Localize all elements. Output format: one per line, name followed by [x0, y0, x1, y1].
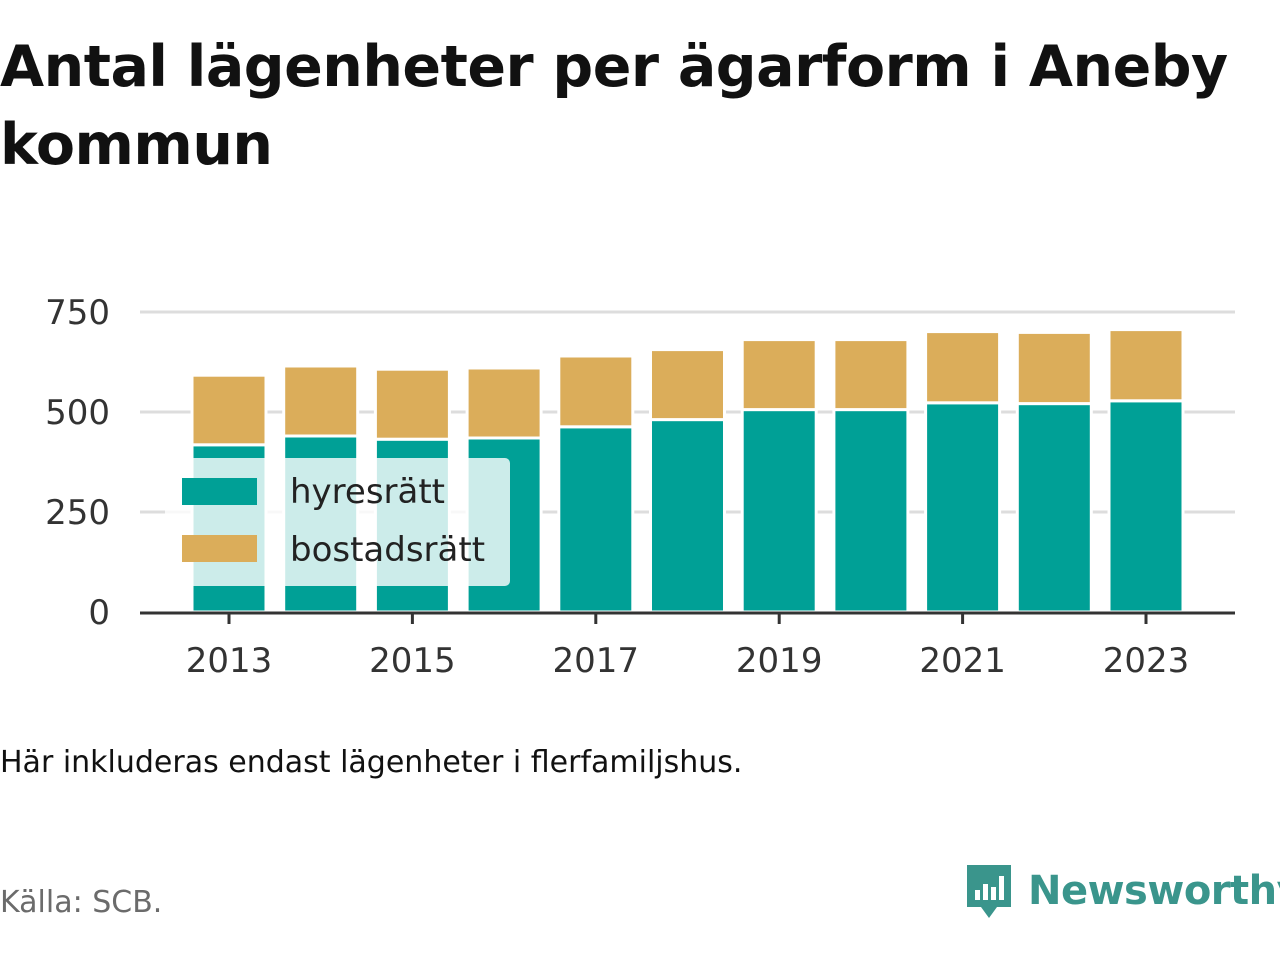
- chart-title: Antal lägenheter per ägarform i Aneby ko…: [0, 34, 1228, 178]
- legend-swatch-hyresratt: [182, 478, 257, 505]
- newsworthy-logo-icon: [967, 865, 1011, 918]
- bar-bostadsratt-2021: [924, 330, 1002, 405]
- bar-bostadsratt-2022: [1015, 330, 1093, 406]
- bar-bostadsratt-2019: [740, 338, 818, 412]
- bar-hyresratt-2022: [1015, 402, 1093, 614]
- x-tick-label: 2015: [369, 641, 456, 681]
- bar-bostadsratt-2013: [190, 373, 268, 447]
- x-tick-label: 2021: [919, 641, 1006, 681]
- bar-hyresratt-2020: [832, 408, 910, 614]
- x-tick-label: 2017: [553, 641, 640, 681]
- bar-hyresratt-2019: [740, 408, 818, 614]
- x-tick-label: 2023: [1103, 641, 1190, 681]
- y-tick-label: 250: [45, 493, 110, 533]
- y-tick-label: 0: [88, 593, 110, 633]
- x-axis: 2013 2015 2017 2019 2021 2023: [140, 611, 1235, 681]
- legend-label-bostadsratt: bostadsrätt: [290, 530, 485, 570]
- source-label: Källa: SCB.: [0, 885, 163, 920]
- bar-hyresratt-2017: [557, 425, 635, 614]
- bar-bostadsratt-2017: [557, 354, 635, 429]
- brand-logo: Newsworthy: [964, 862, 1280, 920]
- y-tick-label: 500: [45, 393, 110, 433]
- bar-hyresratt-2023: [1107, 399, 1185, 614]
- x-tick-label: 2019: [736, 641, 823, 681]
- bar-bostadsratt-2015: [373, 367, 451, 441]
- legend: hyresrätt bostadsrätt: [165, 458, 510, 586]
- bar-bostadsratt-2023: [1107, 328, 1185, 403]
- x-tick-label: 2013: [186, 641, 273, 681]
- y-tick-label: 750: [45, 293, 110, 333]
- bar-bostadsratt-2016: [465, 366, 543, 440]
- legend-label-hyresratt: hyresrätt: [290, 472, 445, 512]
- stacked-bar-chart: 0 250 500 750 2013 2015 2017 2019 2021 2023 hyre…: [45, 293, 1235, 681]
- brand-name: Newsworthy: [1028, 868, 1280, 914]
- bar-hyresratt-2018: [649, 418, 726, 614]
- bar-bostadsratt-2018: [649, 348, 726, 422]
- bar-hyresratt-2021: [924, 401, 1002, 614]
- bar-bostadsratt-2014: [282, 364, 360, 438]
- chart-note: Här inkluderas endast lägenheter i flerf…: [0, 745, 743, 780]
- y-axis-labels: 0 250 500 750: [45, 293, 110, 633]
- legend-swatch-bostadsratt: [182, 535, 257, 562]
- bar-bostadsratt-2020: [832, 338, 910, 412]
